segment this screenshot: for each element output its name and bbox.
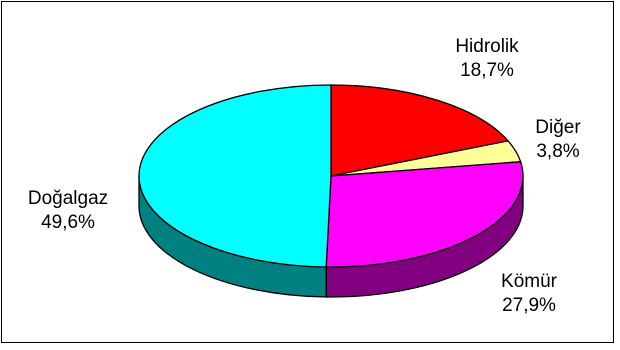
pie-slice-komur [325, 161, 524, 268]
slice-label-komur: Kömür 27,9% [474, 270, 584, 318]
slice-name-diger: Diğer [535, 117, 581, 138]
slice-value-komur: 27,9% [502, 295, 556, 316]
slice-label-hidrolik: Hidrolik 18,7% [432, 35, 542, 83]
pie-top [138, 84, 524, 268]
slice-name-dogalgaz: Doğalgaz [27, 188, 109, 209]
pie-slice-hidrolik [330, 84, 509, 177]
slice-name-komur: Kömür [501, 271, 557, 292]
slice-value-dogalgaz: 49,6% [41, 212, 95, 233]
slice-label-dogalgaz: Doğalgaz 49,6% [4, 187, 132, 235]
slice-value-diger: 3,8% [536, 141, 580, 162]
slice-label-diger: Diğer 3,8% [518, 116, 598, 164]
slice-value-hidrolik: 18,7% [460, 60, 514, 81]
pie-slice-dogalgaz [138, 84, 332, 268]
slice-name-hidrolik: Hidrolik [455, 36, 519, 57]
